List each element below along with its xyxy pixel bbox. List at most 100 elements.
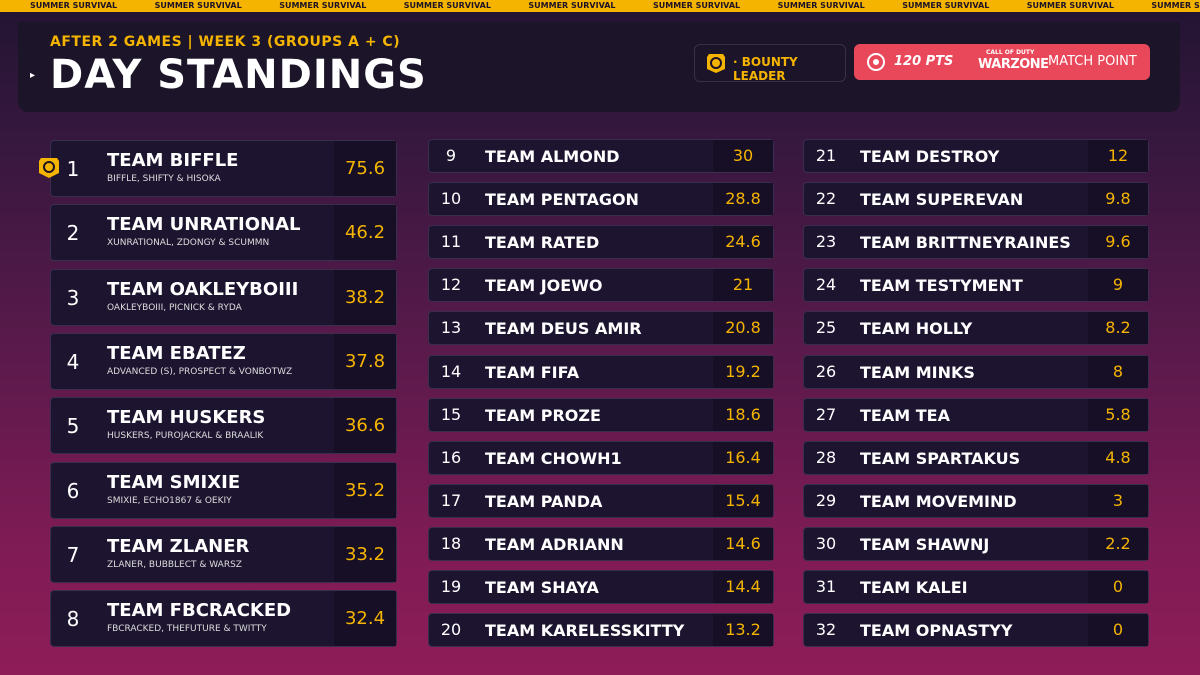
- standing-row: 10 TEAM PENTAGON 28.8: [428, 182, 774, 217]
- points: 24.6: [713, 226, 773, 259]
- standing-row: 3 TEAM OAKLEYBOIII OAKLEYBOIII, PICNICK & …: [50, 268, 397, 326]
- rank: 14: [440, 361, 462, 381]
- rank: 11: [440, 232, 462, 252]
- team-name: TEAM OAKLEYBOIII: [107, 278, 299, 300]
- bounty-label: · BOUNTY LEADER: [733, 55, 798, 83]
- rank: 22: [815, 189, 837, 209]
- standing-row: 23 TEAM BRITTNEYRAINES 9.6: [803, 225, 1149, 260]
- standing-row: 18 TEAM ADRIANN 14.6: [428, 526, 774, 561]
- rank: 30: [815, 533, 837, 553]
- standing-row: 6 TEAM SMIXIE SMIXIE, ECHO1867 & OEKIY 35.2: [50, 461, 397, 519]
- team-name: TEAM SMIXIE: [107, 471, 241, 493]
- points: 19.2: [713, 355, 773, 388]
- team-name: TEAM JOEWO: [485, 276, 603, 296]
- team-name: TEAM UNRATIONAL: [107, 214, 301, 236]
- rank: 29: [815, 490, 837, 510]
- team-name: TEAM SHAWNJ: [860, 534, 990, 554]
- header-panel: AFTER 2 GAMES | WEEK 3 (GROUPS A + C) ▸ …: [18, 22, 1180, 112]
- standing-row: 21 TEAM DESTROY 12: [803, 139, 1149, 173]
- standing-row: 14 TEAM FIFA 19.2: [428, 354, 774, 389]
- ticker-text: SUMMER SURVIVAL: [1026, 1, 1114, 10]
- rank: 5: [66, 414, 80, 439]
- points: 9.8: [1088, 183, 1148, 216]
- bounty-legend: · BOUNTY LEADER: [694, 44, 846, 83]
- team-name: TEAM DESTROY: [860, 147, 1000, 166]
- points: 0: [1088, 614, 1148, 647]
- standing-row: 25 TEAM HOLLY 8.2: [803, 311, 1149, 346]
- players: SMIXIE, ECHO1867 & OEKIY: [107, 495, 232, 506]
- team-name: TEAM BRITTNEYRAINES: [860, 233, 1071, 253]
- chevron: ▸: [30, 70, 36, 81]
- players: HUSKERS, PUROJACKAL & BRAALIK: [107, 431, 264, 442]
- points: 14.6: [713, 527, 773, 560]
- standing-row: 5 TEAM HUSKERS HUSKERS, PUROJACKAL & BRAAL…: [50, 397, 397, 455]
- team-name: TEAM SHAYA: [485, 578, 599, 597]
- players: ZLANER, BUBBLECT & WARSZ: [107, 559, 242, 570]
- rank: 32: [815, 620, 837, 640]
- standing-row: 28 TEAM SPARTAKUS 4.8: [803, 440, 1149, 475]
- team-name: TEAM TESTYMENT: [860, 276, 1023, 296]
- points: 13.2: [713, 614, 773, 647]
- team-name: TEAM ADRIANN: [485, 534, 624, 554]
- rank: 6: [66, 478, 80, 503]
- points: 38.2: [334, 269, 396, 325]
- standing-row: 9 TEAM ALMOND 30: [428, 139, 774, 173]
- rank: 15: [440, 404, 462, 424]
- ticker-text: SUMMER SURVIVAL: [154, 1, 242, 10]
- points: 3: [1088, 484, 1148, 517]
- bounty-icon: [707, 54, 725, 73]
- match-point-label: MATCH POINT: [1048, 54, 1137, 69]
- points: 28.8: [713, 183, 773, 216]
- standing-row: 17 TEAM PANDA 15.4: [428, 483, 774, 518]
- points: 32.4: [334, 591, 396, 647]
- team-name: TEAM MOVEMIND: [860, 491, 1017, 511]
- ticker-text: SUMMER SURVIVAL: [777, 1, 865, 10]
- logo: WARZONE: [978, 57, 1049, 72]
- team-name: TEAM OPNASTYY: [860, 621, 1013, 641]
- points: 12: [1088, 140, 1148, 172]
- ticker-text: SUMMER SURVIVAL: [1151, 1, 1200, 10]
- team-name: TEAM RATED: [485, 233, 600, 253]
- team-name: TEAM TEA: [860, 405, 950, 425]
- points: 37.8: [334, 333, 396, 389]
- standing-row: 22 TEAM SUPEREVAN 9.8: [803, 182, 1149, 217]
- points: 0: [1088, 571, 1148, 603]
- title: DAY STANDINGS: [50, 52, 427, 98]
- points: 20.8: [713, 312, 773, 345]
- rank: 31: [815, 577, 837, 596]
- points: 30: [713, 140, 773, 172]
- standing-row: 26 TEAM MINKS 8: [803, 354, 1149, 389]
- points: 15.4: [713, 484, 773, 517]
- rank: 23: [815, 232, 837, 252]
- team-name: TEAM HUSKERS: [107, 407, 266, 429]
- rank: 21: [815, 146, 837, 165]
- rank: 18: [440, 533, 462, 553]
- points: 8.2: [1088, 312, 1148, 345]
- team-name: TEAM BIFFLE: [107, 150, 239, 171]
- ticker-text: SUMMER SURVIVAL: [528, 1, 616, 10]
- points: 46.2: [334, 205, 396, 261]
- ticker-text: SUMMER SURVIVAL: [653, 1, 741, 10]
- points: 9: [1088, 269, 1148, 302]
- standing-row: 16 TEAM CHOWH1 16.4: [428, 440, 774, 475]
- rank: 24: [815, 275, 837, 295]
- standing-row: 27 TEAM TEA 5.8: [803, 397, 1149, 432]
- rank: 3: [66, 285, 80, 310]
- rank: 1: [66, 157, 80, 181]
- standing-row: 32 TEAM OPNASTYY 0: [803, 613, 1149, 648]
- rank: 13: [440, 318, 462, 338]
- points: 75.6: [334, 141, 396, 196]
- players: OAKLEYBOIII, PICNICK & RYDA: [107, 302, 242, 313]
- points: 9.6: [1088, 226, 1148, 259]
- points: 18.6: [713, 398, 773, 431]
- standing-row: 24 TEAM TESTYMENT 9: [803, 268, 1149, 303]
- rank: 8: [66, 607, 80, 632]
- team-name: TEAM ZLANER: [107, 535, 250, 557]
- points: 36.6: [334, 398, 396, 454]
- ticker-text: SUMMER SURVIVAL: [30, 1, 118, 10]
- standing-row: 31 TEAM KALEI 0: [803, 570, 1149, 604]
- rank: 28: [815, 447, 837, 467]
- rank: 16: [440, 447, 462, 467]
- points: 33.2: [334, 526, 396, 582]
